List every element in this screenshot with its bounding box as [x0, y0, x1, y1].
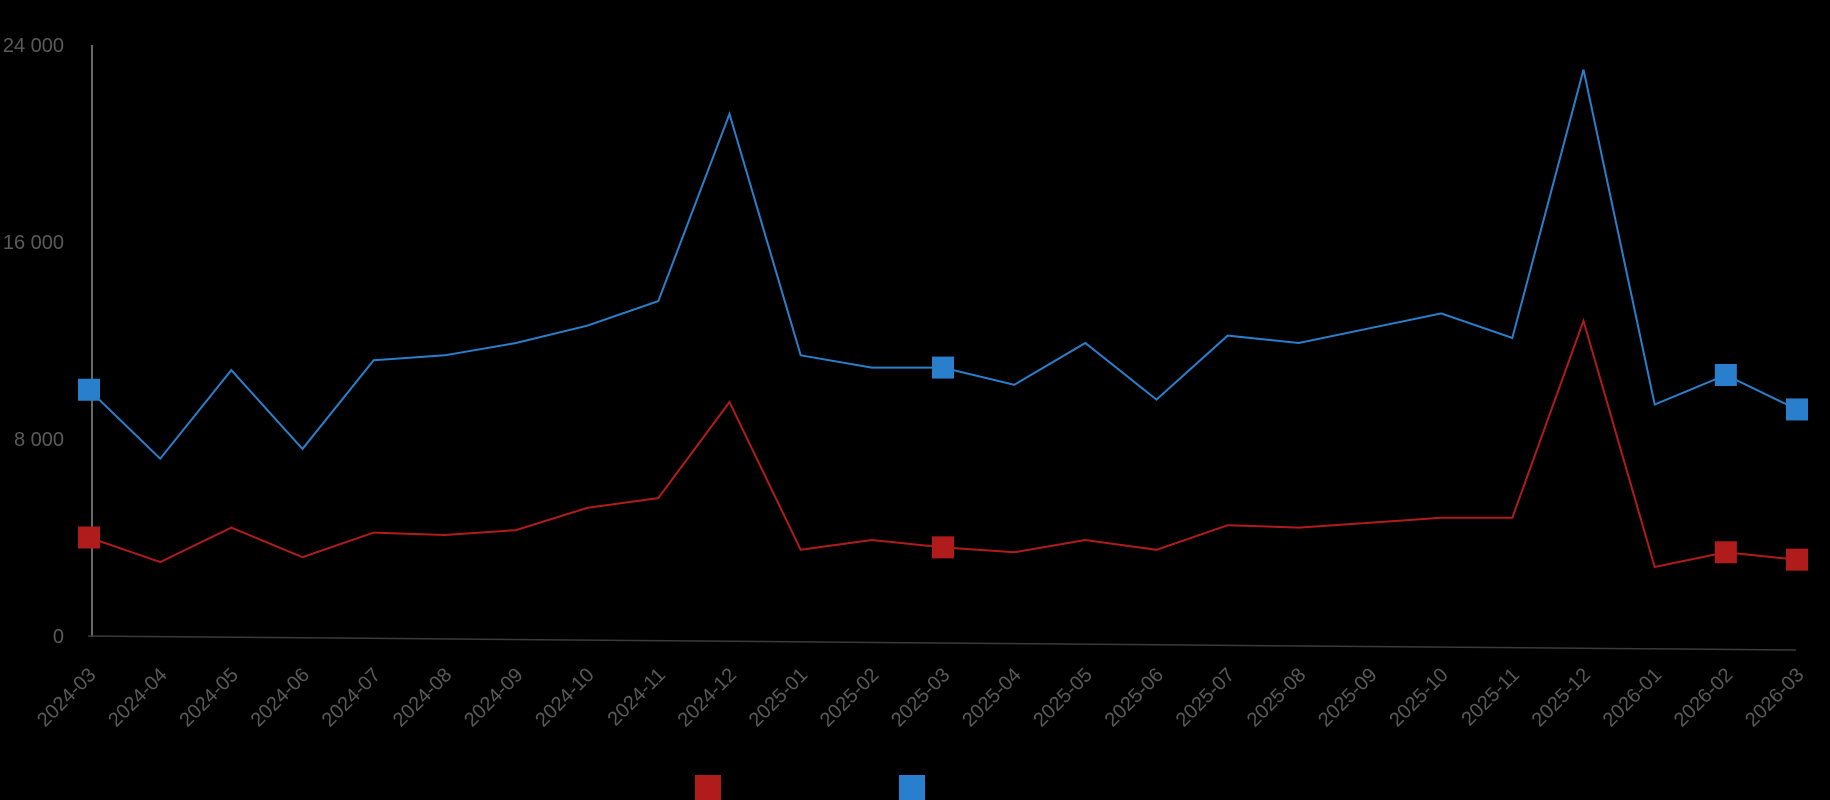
series-2-marker — [78, 378, 100, 401]
series-2-marker — [1786, 398, 1808, 421]
series-2-marker — [1714, 363, 1737, 386]
y-tick-label: 8 000 — [14, 429, 64, 451]
y-tick-label: 16 000 — [3, 232, 64, 254]
x-tick-label: 2025-10 — [1385, 664, 1452, 731]
x-tick-label: 2026-03 — [1741, 664, 1808, 731]
x-tick-label: 2024-05 — [175, 664, 242, 731]
x-tick-label: 2025-05 — [1029, 664, 1096, 731]
x-tick-label: 2026-02 — [1670, 664, 1737, 731]
series-1-marker — [78, 526, 100, 549]
x-tick-label: 2025-01 — [745, 664, 812, 731]
x-tick-label: 2024-06 — [247, 664, 314, 731]
x-tick-label: 2025-11 — [1457, 664, 1523, 730]
legend — [695, 775, 925, 800]
legend-swatch-series-2 — [899, 775, 925, 800]
series-markers — [78, 356, 1808, 571]
x-tick-label: 2025-07 — [1172, 664, 1239, 731]
y-tick-labels: 0 8 000 16 000 24 000 — [3, 35, 64, 648]
x-tick-label: 2025-08 — [1243, 664, 1310, 731]
x-tick-label: 2025-04 — [958, 664, 1025, 731]
x-tick-label: 2024-12 — [674, 664, 741, 731]
legend-swatch-series-1 — [695, 775, 721, 800]
series-lines — [88, 69, 1798, 569]
x-axis — [87, 635, 1797, 651]
x-tick-label: 2025-09 — [1314, 664, 1381, 731]
x-tick-label: 2024-11 — [603, 664, 669, 730]
x-tick-label: 2024-04 — [104, 664, 171, 731]
x-axis-line — [87, 635, 1797, 651]
x-tick-label: 2024-07 — [318, 664, 385, 731]
series-1-marker — [1714, 541, 1737, 564]
y-tick-label: 0 — [53, 626, 64, 648]
x-tick-label: 2024-03 — [33, 664, 100, 731]
x-tick-label: 2025-02 — [816, 664, 883, 731]
x-tick-labels: 2024-03 2024-04 2024-05 2024-06 2024-07 2024-… — [33, 664, 1808, 731]
series-2-line — [88, 69, 1798, 461]
x-tick-label: 2025-12 — [1528, 664, 1595, 731]
series-1-marker — [1786, 548, 1808, 571]
x-tick-label: 2025-06 — [1101, 664, 1168, 731]
y-tick-label: 24 000 — [3, 35, 64, 57]
series-1-marker — [932, 536, 954, 559]
x-tick-label: 2024-08 — [389, 664, 456, 731]
x-tick-label: 2024-10 — [531, 664, 598, 731]
series-2-marker — [932, 356, 954, 379]
x-tick-label: 2025-03 — [887, 664, 954, 731]
x-tick-label: 2026-01 — [1599, 664, 1666, 731]
x-tick-label: 2024-09 — [460, 664, 527, 731]
